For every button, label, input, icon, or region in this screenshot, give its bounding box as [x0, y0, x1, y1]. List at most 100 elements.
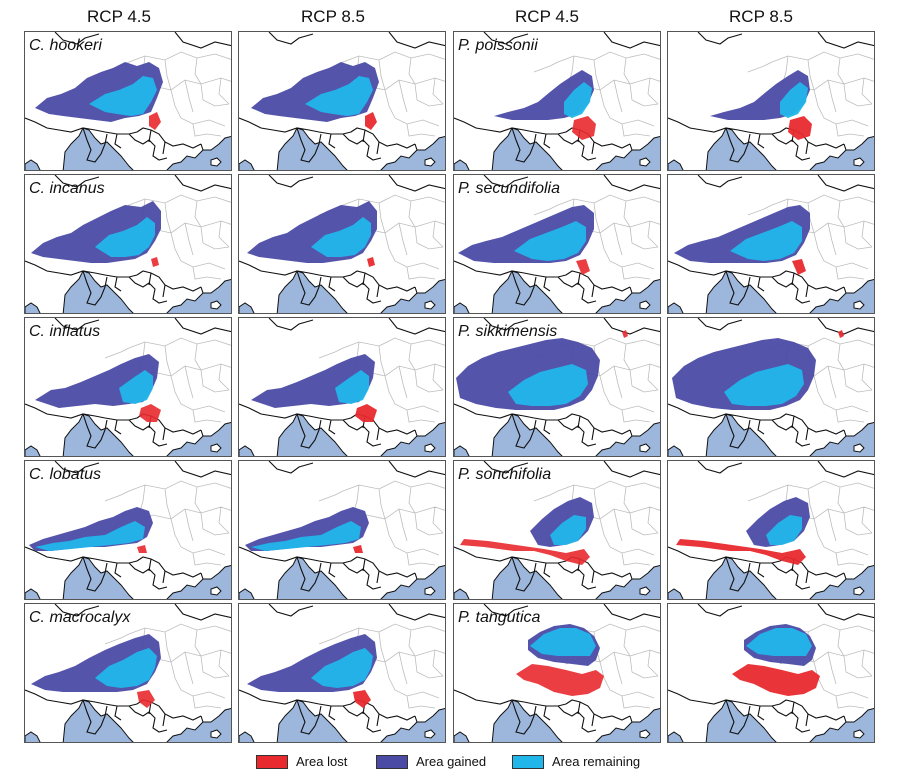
south-china-sea	[809, 135, 874, 170]
map-panel: C. incanus	[24, 174, 232, 314]
area-remaining-region	[119, 370, 153, 404]
map-svg	[668, 175, 874, 313]
south-china-sea	[166, 421, 231, 456]
species-distribution	[35, 62, 163, 130]
map-svg	[454, 461, 660, 599]
hainan-island	[424, 443, 436, 453]
map-panel: C. macrocalyx	[24, 603, 232, 743]
area-lost-region	[367, 257, 375, 267]
hainan-island	[639, 729, 651, 739]
map-panel: P. poissonii	[453, 31, 661, 171]
hainan-island	[639, 443, 651, 453]
bay-of-bengal	[276, 556, 348, 599]
map-svg	[25, 32, 231, 170]
hainan-island	[210, 586, 222, 596]
map-panel	[667, 317, 875, 457]
hainan-island	[424, 157, 436, 167]
province-borders	[104, 480, 231, 566]
arabian-sea	[668, 302, 684, 313]
species-distribution	[35, 354, 161, 422]
province-borders	[533, 51, 660, 137]
species-distribution	[29, 507, 153, 553]
national-borders	[25, 32, 231, 163]
bay-of-bengal	[705, 127, 777, 170]
area-lost-region	[622, 330, 628, 338]
area-lost-region	[137, 545, 147, 553]
species-distribution	[676, 497, 810, 565]
national-borders	[25, 461, 231, 592]
column-header-4: RCP 8.5	[729, 7, 793, 26]
area-lost-region	[353, 545, 363, 553]
area-lost-region	[460, 539, 590, 565]
area-remaining-region	[95, 648, 157, 688]
south-china-sea	[595, 135, 660, 170]
arabian-sea	[239, 159, 255, 170]
south-china-sea	[380, 707, 445, 742]
species-name: P. secundifolia	[458, 180, 560, 197]
national-borders	[454, 318, 660, 449]
hainan-island	[210, 443, 222, 453]
map-svg	[239, 32, 445, 170]
map-svg	[668, 604, 874, 742]
map-svg	[668, 318, 874, 456]
south-china-sea	[595, 564, 660, 599]
national-borders	[239, 32, 445, 163]
species-distribution	[251, 62, 379, 130]
bay-of-bengal	[491, 127, 563, 170]
bay-of-bengal	[62, 127, 134, 170]
map-panel	[667, 460, 875, 600]
national-borders	[239, 461, 445, 592]
arabian-sea	[668, 445, 684, 456]
map-panel	[238, 31, 446, 171]
bay-of-bengal	[705, 413, 777, 456]
species-distribution	[456, 330, 628, 410]
arabian-sea	[454, 731, 470, 742]
south-china-sea	[809, 707, 874, 742]
area-remaining-swatch	[512, 755, 544, 769]
map-panel	[238, 603, 446, 743]
national-borders	[25, 175, 231, 306]
species-distribution	[247, 201, 377, 267]
area-remaining-region	[95, 217, 155, 257]
national-borders	[668, 461, 874, 592]
south-china-sea	[809, 564, 874, 599]
bay-of-bengal	[705, 270, 777, 313]
bay-of-bengal	[62, 413, 134, 456]
national-borders	[239, 604, 445, 735]
arabian-sea	[239, 302, 255, 313]
national-borders	[454, 461, 660, 592]
species-distribution	[710, 70, 812, 140]
bay-of-bengal	[276, 699, 348, 742]
area-lost-region	[792, 259, 806, 275]
column-header-2: RCP 8.5	[301, 7, 365, 26]
map-panel	[238, 317, 446, 457]
map-svg	[668, 461, 874, 599]
hainan-island	[210, 300, 222, 310]
map-svg	[239, 461, 445, 599]
arabian-sea	[25, 302, 41, 313]
hainan-island	[210, 729, 222, 739]
map-panel: C. inflatus	[24, 317, 232, 457]
species-name: C. hookeri	[29, 37, 102, 54]
south-china-sea	[595, 421, 660, 456]
area-lost-region	[516, 664, 604, 696]
south-china-sea	[380, 278, 445, 313]
hainan-island	[639, 586, 651, 596]
hainan-island	[853, 157, 865, 167]
map-panel	[667, 603, 875, 743]
species-distribution	[732, 624, 820, 696]
national-borders	[668, 175, 874, 306]
south-china-sea	[380, 135, 445, 170]
legend-label: Area gained	[416, 754, 487, 769]
hainan-island	[853, 300, 865, 310]
south-china-sea	[166, 278, 231, 313]
arabian-sea	[25, 159, 41, 170]
area-lost-region	[365, 112, 377, 130]
species-distribution	[251, 354, 377, 422]
hainan-island	[853, 586, 865, 596]
arabian-sea	[25, 731, 41, 742]
south-china-sea	[809, 278, 874, 313]
map-svg	[454, 318, 660, 456]
national-borders	[239, 175, 445, 306]
species-distribution	[494, 70, 596, 140]
